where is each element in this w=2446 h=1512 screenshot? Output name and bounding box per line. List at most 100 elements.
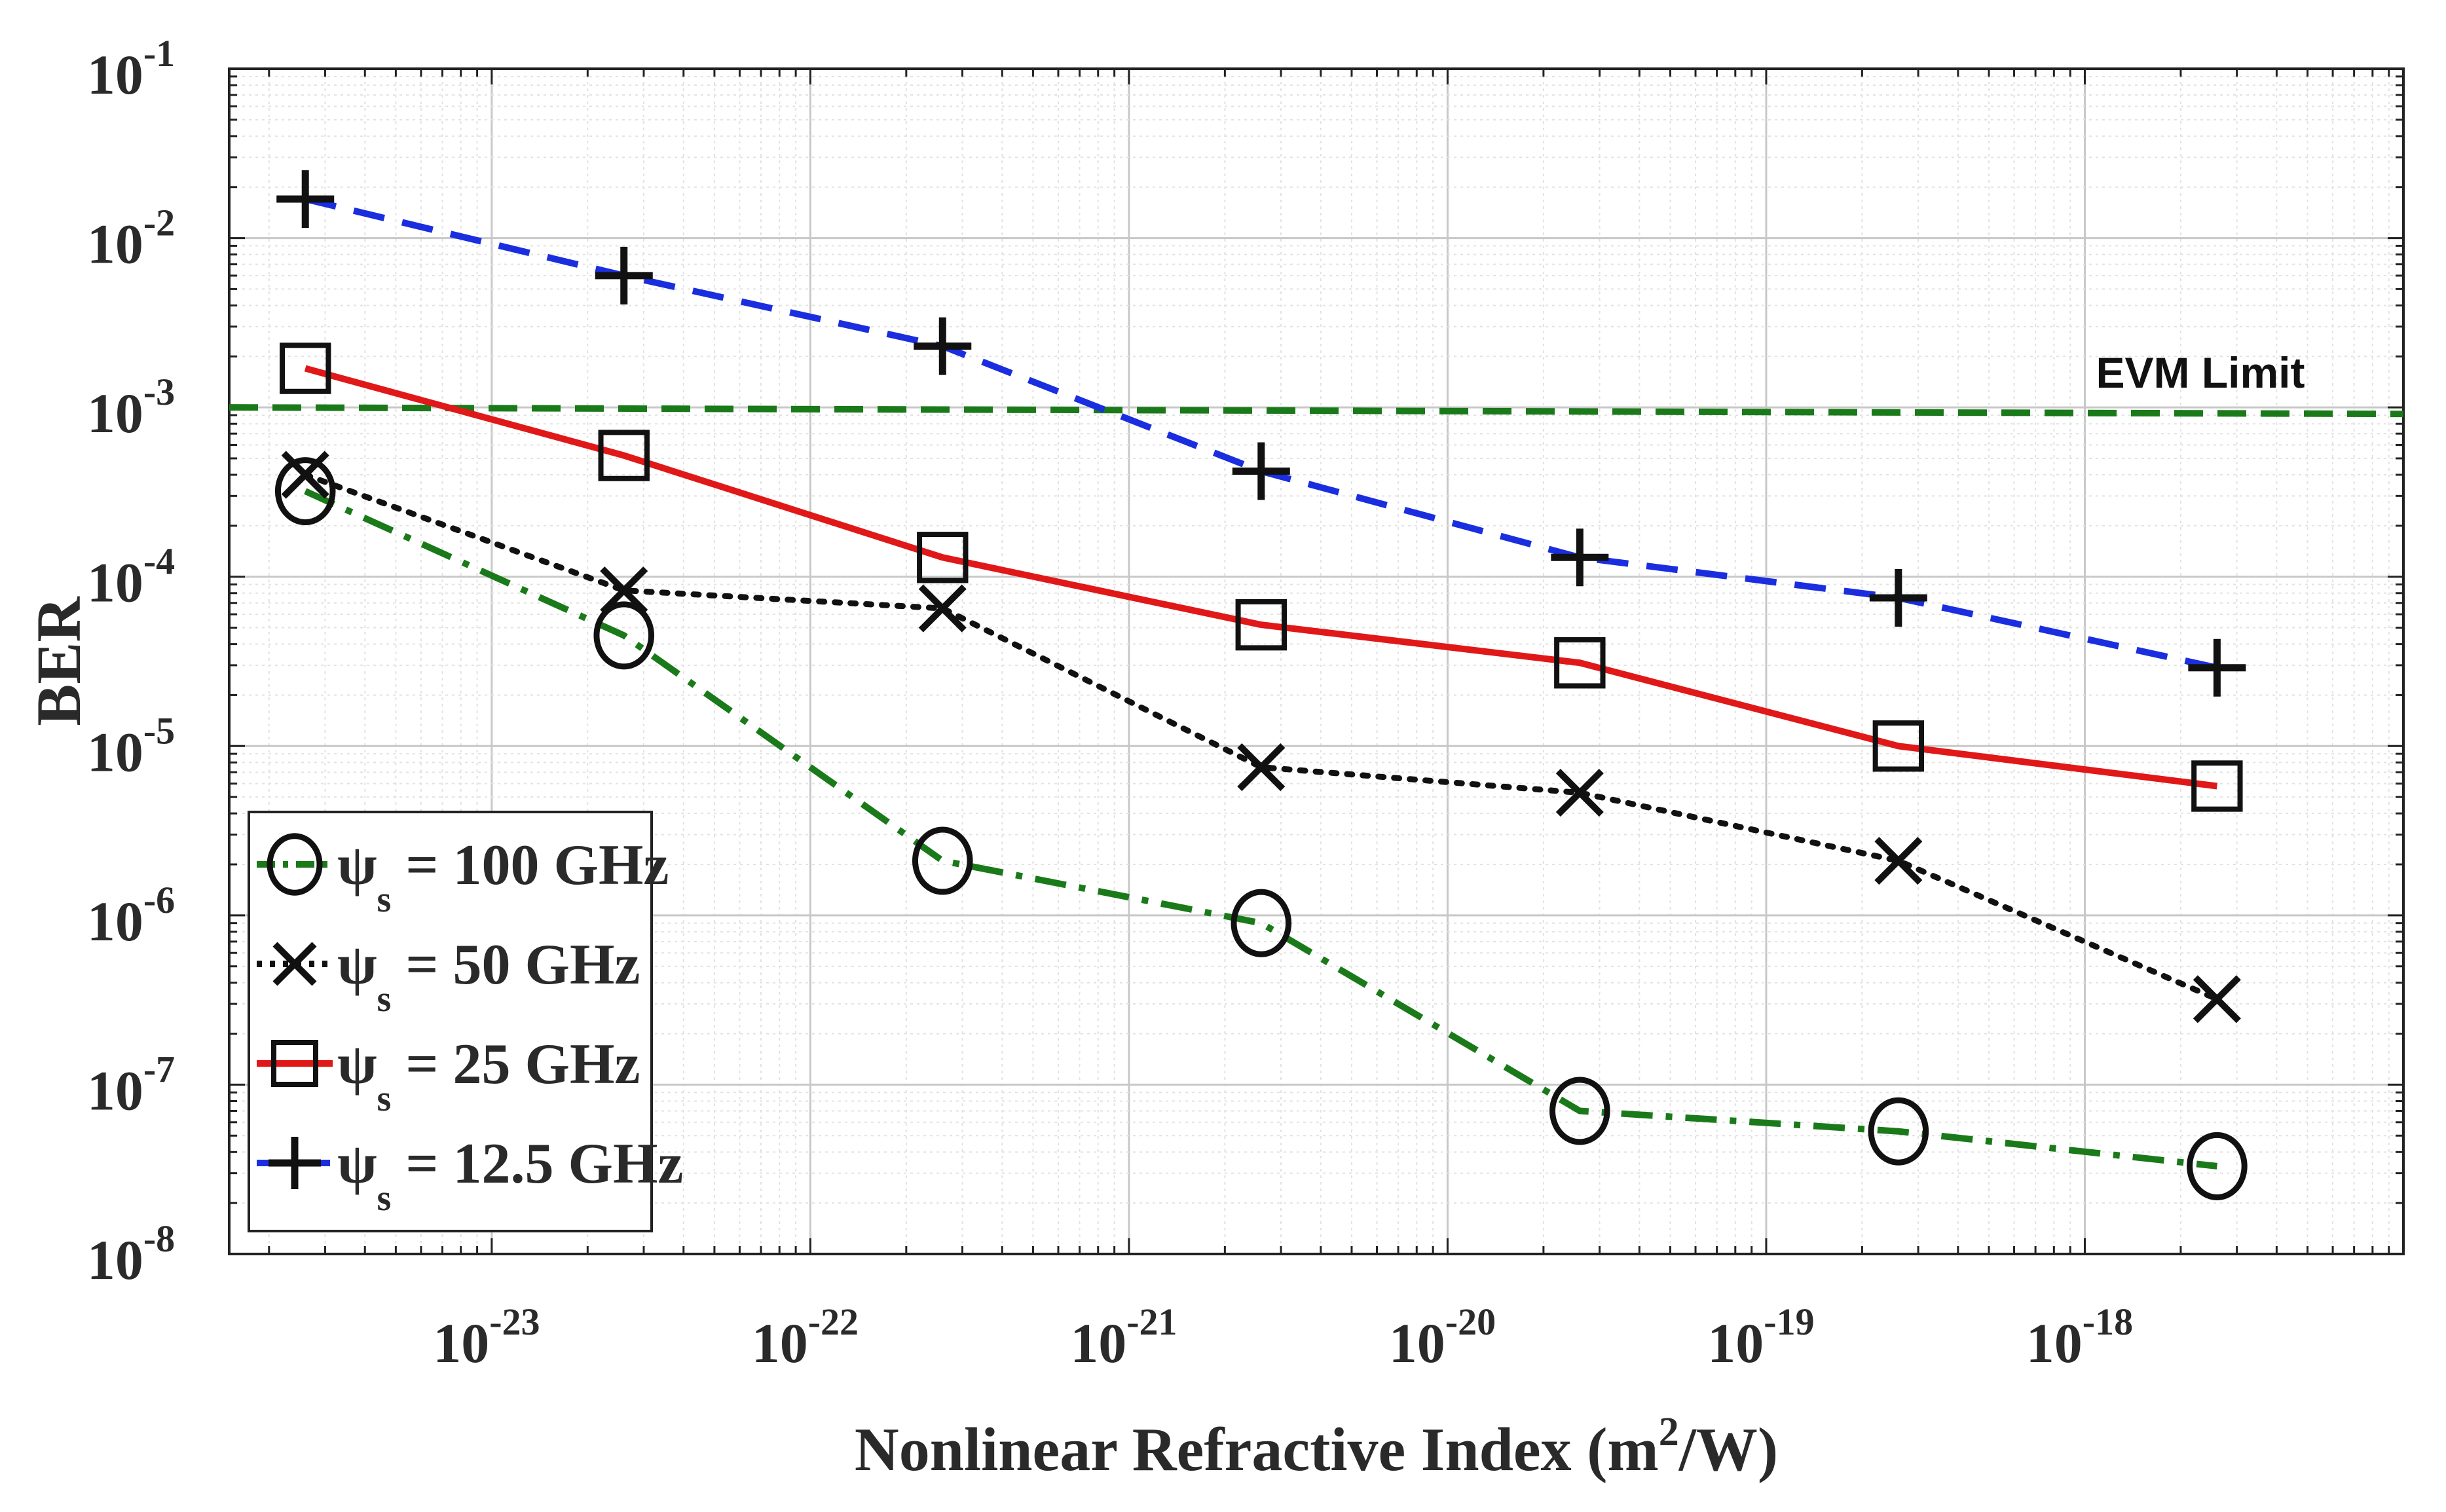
x-tick-label: 10-18 [2026, 1300, 2133, 1374]
legend-text: = 50 GHz [391, 933, 640, 997]
x-tick-base: 10 [1389, 1312, 1445, 1374]
x-tick-label: 10-22 [752, 1300, 859, 1374]
circle-marker [274, 457, 336, 526]
x-tick-label: 10-20 [1389, 1300, 1496, 1374]
square-marker [1554, 637, 1606, 689]
y-tick-exponent: -1 [143, 32, 175, 75]
circle-marker [267, 833, 323, 896]
square-marker [271, 1040, 318, 1087]
x-tick-label: 10-23 [433, 1300, 540, 1374]
y-tick-exponent: -3 [143, 371, 175, 413]
grid [229, 69, 2403, 1255]
x-axis-label-sup: 2 [1659, 1410, 1679, 1454]
legend-label: ψs = 50 GHz [337, 933, 640, 1020]
legend-symbol: ψ [337, 834, 377, 897]
legend-subscript: s [377, 1178, 392, 1219]
legend-subscript: s [377, 1079, 392, 1119]
legend-symbol: ψ [337, 933, 377, 997]
square-marker [1235, 599, 1287, 651]
x-marker [918, 584, 967, 633]
plus-marker [1551, 528, 1609, 587]
legend-symbol: ψ [337, 1033, 377, 1096]
legend-text: = 100 GHz [391, 834, 669, 897]
x-tick-base: 10 [2026, 1312, 2083, 1374]
x-tick-exponent: -22 [808, 1300, 859, 1343]
x-marker [2193, 975, 2241, 1023]
legend-subscript: s [377, 979, 392, 1020]
series-square [280, 342, 2243, 812]
x-axis-label-end: /W) [1678, 1416, 1778, 1484]
series-line [304, 365, 2218, 790]
plus-marker [1232, 442, 1290, 500]
y-tick-base: 10 [87, 382, 143, 445]
y-tick-label: 10-3 [87, 371, 175, 445]
y-tick-label: 10-5 [87, 709, 175, 783]
plus-marker [269, 1137, 321, 1189]
x-marker [1555, 769, 1604, 817]
legend-label: ψs = 25 GHz [337, 1033, 640, 1119]
plot-frame [228, 67, 2405, 1255]
plus-marker [595, 246, 653, 304]
x-tick-base: 10 [1070, 1312, 1126, 1374]
x-marker [1237, 743, 1286, 792]
x-marker [272, 942, 317, 986]
y-axis-label: BER [24, 596, 94, 726]
square-marker [1872, 720, 1925, 772]
legend-text: = 25 GHz [391, 1033, 640, 1096]
x-marker-stroke [2193, 975, 2241, 1023]
x-tick-label: 10-19 [1707, 1300, 1814, 1374]
square-marker [280, 342, 331, 394]
y-tick-base: 10 [87, 890, 143, 953]
evm-limit-line [229, 404, 2404, 418]
legend-label: ψs = 100 GHz [337, 834, 669, 920]
x-tick-exponent: -19 [1764, 1300, 1814, 1343]
y-tick-label: 10-2 [87, 202, 175, 276]
plus-marker [276, 170, 335, 228]
y-tick-exponent: -6 [143, 879, 175, 921]
circle-marker [2187, 1132, 2248, 1200]
x-tick-label: 10-21 [1070, 1300, 1177, 1374]
y-tick-exponent: -2 [143, 202, 175, 244]
legend-label: ψs = 12.5 GHz [337, 1132, 683, 1219]
x-marker-stroke [600, 566, 648, 615]
legend-subscript: s [377, 879, 392, 920]
square-marker [598, 430, 650, 481]
axes [228, 67, 2405, 1255]
x-marker-stroke [281, 451, 329, 499]
y-tick-exponent: -5 [143, 709, 175, 752]
circle-marker [1231, 889, 1292, 957]
y-tick-base: 10 [87, 213, 143, 276]
circle-marker [912, 826, 973, 895]
x-marker-stroke [1237, 743, 1286, 792]
series [274, 170, 2248, 1200]
y-tick-base: 10 [87, 1228, 143, 1291]
circle-marker [1549, 1077, 1610, 1145]
y-tick-base: 10 [87, 43, 143, 106]
x-marker [1874, 837, 1923, 885]
x-tick-exponent: -20 [1445, 1300, 1496, 1343]
series-circle [274, 457, 2248, 1200]
plus-marker [2188, 638, 2246, 697]
tick-labels: 10-23 10-22 10-21 10-20 10-19 10-1810-110-210… [87, 32, 2133, 1374]
x-marker-stroke [918, 584, 967, 633]
y-tick-label: 10-1 [87, 32, 175, 106]
legend-item: ψs = 12.5 GHz [257, 1132, 683, 1219]
x-marker-stroke [272, 942, 317, 986]
x-marker-stroke [1555, 769, 1604, 817]
legend-item: ψs = 100 GHz [257, 833, 669, 920]
x-tick-base: 10 [1707, 1312, 1764, 1374]
series-x [281, 451, 2241, 1023]
x-tick-exponent: -23 [489, 1300, 540, 1343]
x-marker [600, 566, 648, 615]
legend-symbol: ψ [337, 1132, 377, 1196]
plus-marker [1869, 569, 1927, 627]
circle-marker [593, 601, 655, 670]
legend-item: ψs = 50 GHz [257, 933, 640, 1020]
square-marker [917, 532, 969, 583]
y-tick-exponent: -8 [143, 1217, 175, 1260]
series-plus [276, 170, 2246, 697]
evm-limit-label: EVM Limit [2096, 348, 2305, 397]
y-tick-label: 10-8 [87, 1217, 175, 1291]
